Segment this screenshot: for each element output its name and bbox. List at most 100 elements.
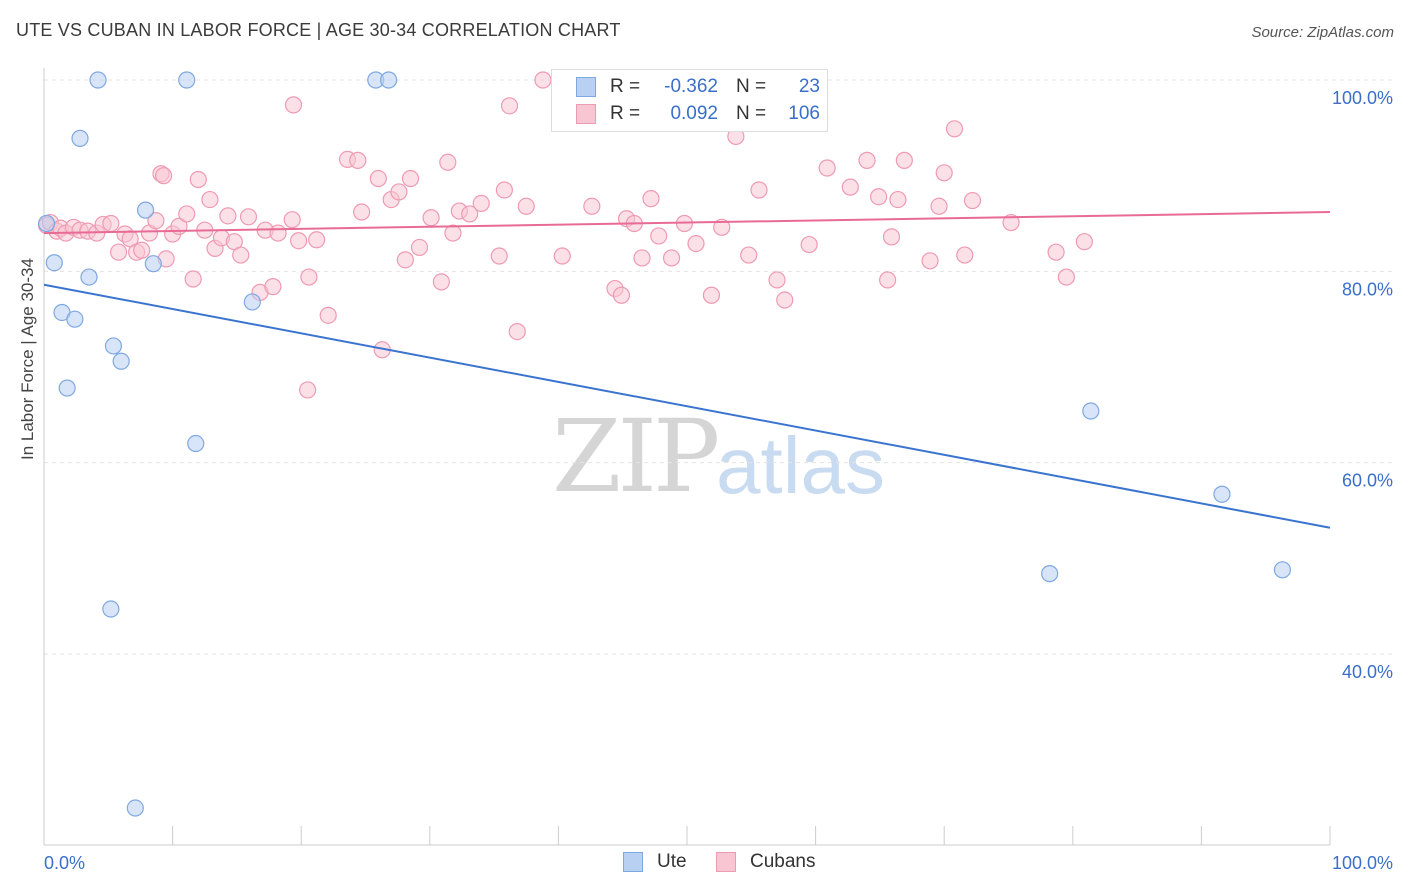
cuban-point-99 (1075, 233, 1093, 251)
cuban-point-36 (269, 224, 287, 242)
cuban-point-70 (650, 227, 668, 245)
cuban-point-94 (956, 246, 974, 264)
cuban-point-84 (858, 151, 876, 169)
cuban-point-56 (472, 194, 490, 213)
cuban-point-77 (740, 246, 758, 264)
cuban-point-41 (319, 306, 337, 324)
ute-point-5 (71, 129, 89, 147)
cuban-point-71 (662, 249, 681, 267)
axes (43, 68, 1331, 846)
cuban-point-74 (702, 286, 721, 304)
cuban-point-29 (219, 207, 237, 225)
n-label: N = (736, 103, 767, 124)
cuban-legend-swatch (716, 852, 736, 872)
bottom-legend-cubans: Cubans (716, 851, 816, 873)
y-tick-label-2: 60.0% (1342, 471, 1393, 491)
cuban-point-11 (109, 243, 128, 261)
cuban-point-48 (396, 251, 414, 269)
watermark-atlas: atlas (716, 421, 885, 510)
ute-point-13 (144, 255, 162, 273)
cuban-point-55 (461, 205, 479, 223)
cuban-point-39 (300, 268, 318, 286)
cuban-point-90 (921, 252, 939, 270)
cuban-point-45 (369, 169, 387, 188)
ute-point-7 (89, 71, 107, 89)
ute-point-0 (37, 214, 56, 233)
cuban-point-97 (1047, 243, 1065, 261)
ute-trend-line (43, 283, 1331, 529)
legend-row-cubans: R = 0.092 N = 106 (576, 103, 820, 125)
cuban-point-93 (945, 120, 964, 138)
cuban-point-73 (687, 234, 705, 253)
ute-point-1 (45, 254, 63, 272)
x-tick-label-0: 0.0% (44, 853, 85, 873)
cuban-point-80 (776, 291, 794, 309)
cuban-point-38 (290, 232, 308, 250)
cuban-point-96 (1002, 213, 1020, 232)
cuban-n-value: 106 (788, 103, 820, 124)
cuban-point-50 (410, 238, 429, 257)
cuban-point-85 (870, 188, 888, 206)
cuban-trend-line (43, 211, 1331, 235)
cuban-point-58 (495, 181, 513, 199)
cuban-point-87 (882, 228, 901, 246)
cuban-point-22 (178, 205, 196, 223)
cuban-point-57 (490, 247, 508, 265)
cuban-swatch (576, 104, 596, 124)
cuban-point-10 (102, 214, 120, 233)
cuban-point-63 (583, 197, 601, 215)
ute-point-15 (187, 434, 205, 453)
cuban-point-86 (879, 271, 897, 289)
ute-swatch (576, 77, 596, 97)
cuban-point-102 (154, 167, 173, 185)
source-label: Source: ZipAtlas.com (1251, 24, 1394, 41)
ute-point-14 (178, 71, 196, 89)
cuban-point-43 (349, 151, 367, 169)
cuban-point-104 (439, 153, 457, 171)
cuban-point-59 (508, 323, 526, 341)
y-axis-label: In Labor Force | Age 30-34 (18, 258, 37, 460)
stats-legend: R = -0.362 N = 23 R = 0.092 N = 106 (551, 69, 828, 132)
cuban-point-49 (401, 169, 420, 188)
cuban-point-24 (189, 170, 207, 189)
ute-point-19 (1041, 565, 1059, 583)
cuban-point-32 (239, 208, 258, 226)
ute-point-10 (112, 352, 130, 370)
cuban-point-60 (517, 197, 535, 215)
cuban-point-44 (353, 203, 371, 221)
cuban-point-53 (444, 224, 462, 242)
cuban-point-105 (500, 97, 519, 115)
ute-r-value: -0.362 (664, 76, 718, 97)
cuban-point-52 (432, 273, 450, 291)
cuban-point-68 (633, 249, 651, 267)
cuban-point-82 (818, 159, 836, 177)
cuban-point-31 (232, 246, 250, 264)
cuban-point-35 (264, 278, 282, 296)
tick-labels: 100.0% 80.0% 60.0% 40.0% 0.0% 100.0% (44, 88, 1393, 873)
cuban-points (37, 71, 1093, 399)
cuban-point-88 (889, 190, 907, 209)
cuban-point-75 (713, 218, 731, 236)
cuban-point-103 (284, 96, 303, 114)
cuban-point-81 (800, 235, 818, 254)
cuban-point-62 (553, 247, 571, 265)
n-label: N = (736, 76, 767, 97)
y-tick-label-0: 100.0% (1332, 88, 1393, 108)
cuban-point-92 (935, 164, 953, 182)
ute-point-4 (66, 310, 84, 328)
cuban-point-23 (184, 270, 202, 288)
ute-legend-swatch (623, 852, 643, 872)
cuban-point-15 (133, 241, 151, 259)
watermark-zip: ZIP (552, 398, 720, 515)
cuban-point-83 (841, 178, 859, 196)
cuban-legend-label: Cubans (750, 851, 816, 872)
cuban-point-26 (201, 190, 219, 209)
y-tick-label-3: 40.0% (1342, 662, 1393, 682)
cuban-point-37 (283, 211, 301, 229)
cuban-point-47 (390, 183, 408, 201)
cuban-point-78 (750, 181, 768, 199)
ute-point-12 (136, 201, 155, 219)
cuban-point-89 (895, 151, 913, 169)
y-tick-label-1: 80.0% (1342, 279, 1393, 299)
